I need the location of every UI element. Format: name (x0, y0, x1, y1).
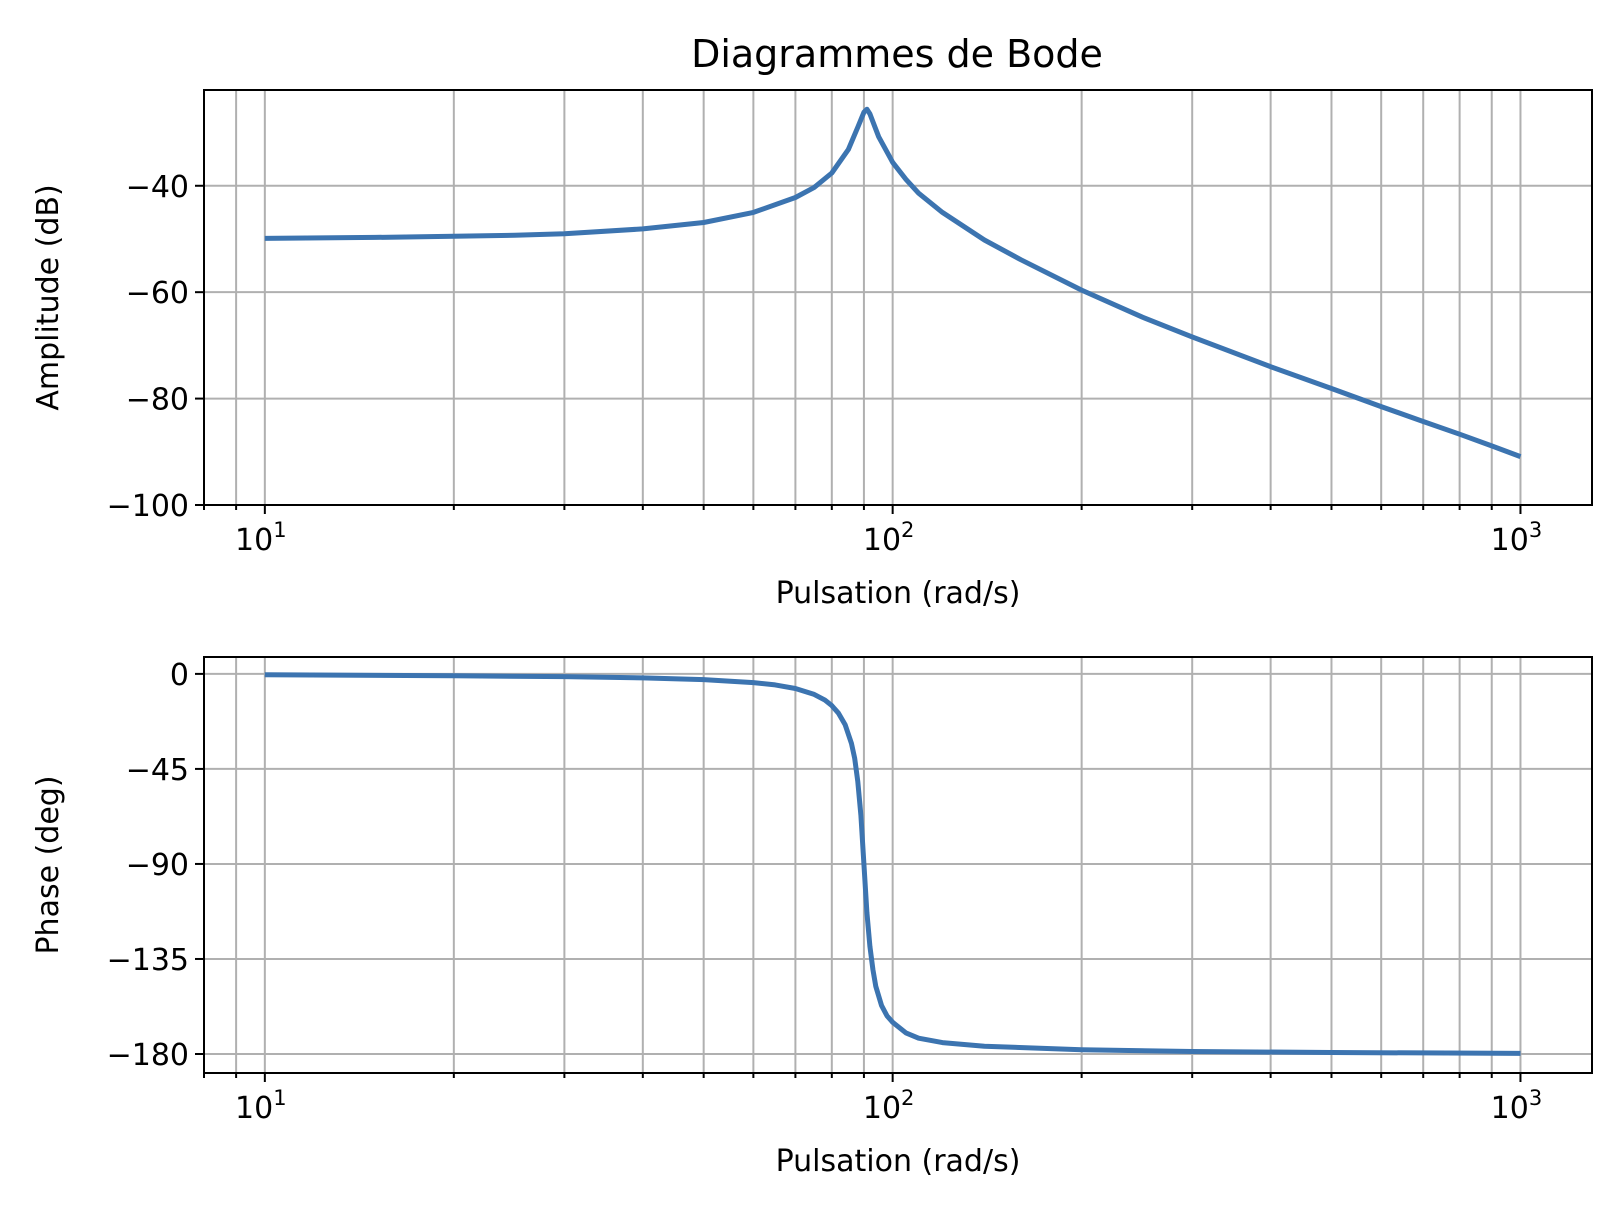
amplitude-ytick-label: −60 (126, 276, 189, 311)
amplitude-xtick-label: 101 (235, 518, 287, 558)
phase-plot: 0 −45 −90 −135 −180 101 102 103 Pulsation (rad/… (31, 656, 1593, 1179)
amplitude-plot-frame (203, 89, 1593, 506)
phase-grid (203, 657, 1592, 1073)
phase-xtick-label: 102 (863, 1086, 915, 1126)
phase-xlabel: Pulsation (rad/s) (776, 1144, 1021, 1179)
phase-plot-frame (203, 656, 1593, 1074)
phase-ytick-label: −180 (107, 1038, 189, 1073)
amplitude-ytick-label: −100 (107, 489, 189, 524)
amplitude-ytick-label: −80 (126, 383, 189, 418)
phase-curve (264, 672, 1521, 1056)
amplitude-plot: −40 −60 −80 −100 101 102 103 Pulsation (rad/s)… (31, 89, 1593, 611)
amplitude-grid (203, 90, 1592, 506)
phase-xtick-label: 103 (1491, 1086, 1543, 1126)
phase-ticks: 0 −45 −90 −135 −180 101 102 103 (107, 658, 1543, 1126)
phase-ylabel: Phase (deg) (31, 775, 66, 954)
amplitude-ticks: −40 −60 −80 −100 101 102 103 (107, 170, 1543, 558)
amplitude-xlabel: Pulsation (rad/s) (776, 576, 1021, 611)
phase-xtick-label: 101 (235, 1086, 287, 1126)
phase-ytick-label: −90 (126, 848, 189, 883)
amplitude-xtick-label: 103 (1491, 518, 1543, 558)
phase-ytick-label: −135 (107, 943, 189, 978)
amplitude-ylabel: Amplitude (dB) (31, 184, 66, 410)
amplitude-xtick-label: 102 (863, 518, 915, 558)
figure-title: Diagrammes de Bode (691, 32, 1103, 76)
phase-ytick-label: 0 (170, 658, 189, 693)
phase-ytick-label: −45 (126, 753, 189, 788)
amplitude-ytick-label: −40 (126, 170, 189, 205)
amplitude-curve (264, 106, 1522, 459)
